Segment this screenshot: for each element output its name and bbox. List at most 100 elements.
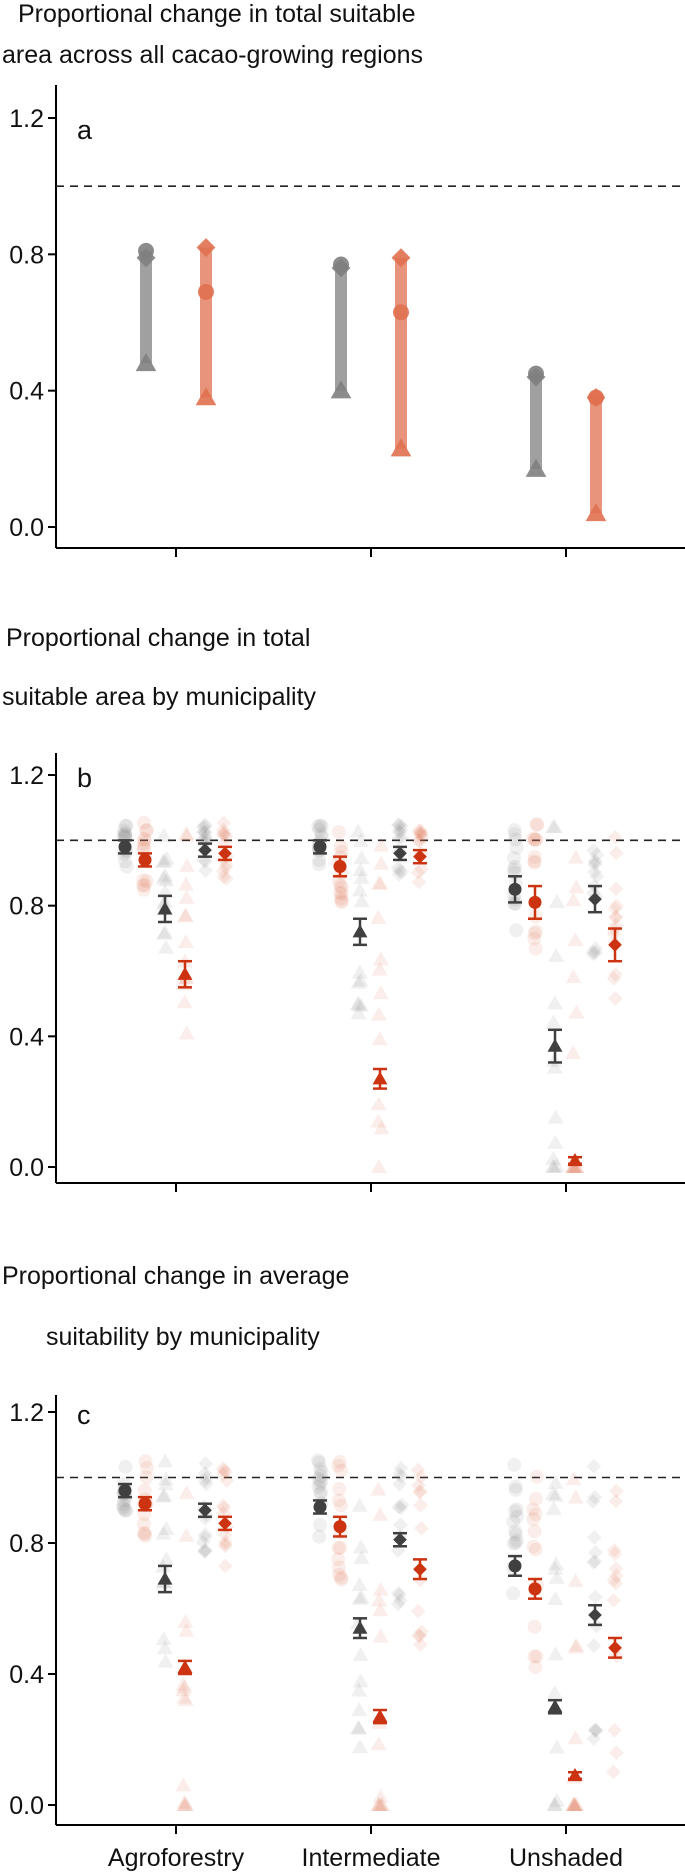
jitter-point — [350, 1720, 367, 1735]
jitter-point — [526, 1539, 541, 1554]
jitter-point — [178, 1527, 195, 1542]
jitter-point — [607, 1546, 623, 1562]
jitter-point — [527, 1649, 542, 1664]
jitter-point — [547, 1474, 564, 1489]
jitter-point — [372, 1628, 389, 1643]
jitter-point — [312, 857, 327, 872]
jitter-point — [218, 1538, 233, 1554]
jitter-point — [545, 818, 562, 833]
jitter-point — [352, 1739, 369, 1754]
jitter-point — [565, 969, 582, 984]
jitter-point — [370, 1158, 388, 1174]
jitter-point — [566, 1796, 584, 1812]
jitter-point — [392, 1466, 407, 1482]
jitter-point — [586, 1555, 601, 1570]
jitter-point — [371, 1031, 388, 1046]
jitter-point — [157, 867, 174, 882]
jitter-point — [546, 818, 563, 833]
jitter-point — [413, 824, 428, 840]
jitter-point — [136, 882, 151, 897]
jitter-point — [608, 881, 624, 897]
jitter-point — [334, 1572, 349, 1587]
jitter-point — [548, 947, 565, 962]
jitter-point — [607, 1722, 622, 1738]
jitter-point — [528, 832, 543, 847]
y-tick-label: 0.0 — [9, 1154, 44, 1182]
jitter-point — [216, 869, 232, 885]
jitter-point — [567, 1489, 584, 1504]
jitter-point — [197, 819, 213, 834]
jitter-point — [176, 1796, 193, 1812]
jitter-point — [544, 1158, 562, 1174]
jitter-point — [197, 1511, 213, 1526]
jitter-point — [371, 1796, 388, 1812]
jitter-point — [139, 1470, 154, 1485]
jitter-point — [157, 939, 174, 954]
mean-point — [218, 1516, 232, 1531]
jitter-point — [606, 1572, 622, 1588]
jitter-point — [609, 1648, 625, 1664]
jitter-point — [118, 854, 133, 869]
jitter-point — [547, 1134, 564, 1149]
jitter-point — [392, 1593, 408, 1608]
jitter-point — [311, 1479, 326, 1494]
jitter-point — [157, 1653, 174, 1668]
jitter-point — [606, 1542, 622, 1558]
jitter-point — [565, 1044, 582, 1059]
jitter-point — [507, 851, 522, 866]
jitter-point — [566, 1796, 583, 1812]
mean-point — [138, 853, 152, 867]
jitter-point — [606, 1764, 621, 1780]
mean-point — [393, 846, 407, 861]
jitter-point — [334, 893, 349, 908]
jitter-point — [198, 1476, 214, 1492]
jitter-point — [373, 1796, 390, 1812]
y-tick-label: 1.2 — [9, 1399, 44, 1427]
jitter-point — [585, 946, 601, 962]
jitter-point — [350, 1682, 368, 1697]
jitter-point — [373, 837, 390, 852]
jitter-point — [175, 1777, 192, 1792]
jitter-point — [508, 1524, 523, 1539]
jitter-point — [507, 896, 522, 911]
jitter-point — [393, 822, 409, 838]
jitter-point — [178, 876, 195, 891]
jitter-point — [116, 823, 131, 838]
jitter-point — [331, 1493, 346, 1508]
jitter-point — [529, 817, 544, 832]
jitter-point — [351, 964, 368, 979]
jitter-point — [528, 1542, 543, 1557]
jitter-point — [215, 1466, 231, 1482]
jitter-point — [390, 860, 406, 875]
jitter-point — [353, 997, 370, 1012]
jitter-point — [118, 826, 133, 841]
jitter-point — [412, 826, 428, 842]
triangle-point — [135, 353, 157, 372]
jitter-point — [158, 1551, 175, 1566]
jitter-point — [545, 1158, 562, 1174]
jitter-point — [546, 1796, 563, 1812]
jitter-point — [548, 1158, 565, 1173]
jitter-point — [544, 1486, 562, 1501]
jitter-point — [527, 855, 542, 870]
jitter-point — [313, 1462, 328, 1477]
jitter-point — [586, 842, 602, 858]
jitter-point — [371, 1592, 388, 1607]
jitter-point — [352, 972, 369, 987]
jitter-point — [606, 971, 622, 986]
jitter-point — [391, 823, 407, 838]
jitter-point — [394, 830, 409, 846]
jitter-point — [391, 817, 407, 833]
jitter-point — [509, 1533, 524, 1548]
y-tick-label: 0.8 — [9, 1530, 44, 1558]
jitter-point — [588, 1589, 603, 1605]
jitter-point — [217, 1536, 233, 1552]
jitter-point — [413, 827, 429, 843]
jitter-point — [371, 961, 388, 976]
jitter-point — [177, 1613, 194, 1628]
jitter-point — [565, 1471, 582, 1486]
jitter-point — [565, 1796, 582, 1812]
jitter-point — [588, 941, 603, 956]
jitter-point — [197, 1529, 213, 1545]
